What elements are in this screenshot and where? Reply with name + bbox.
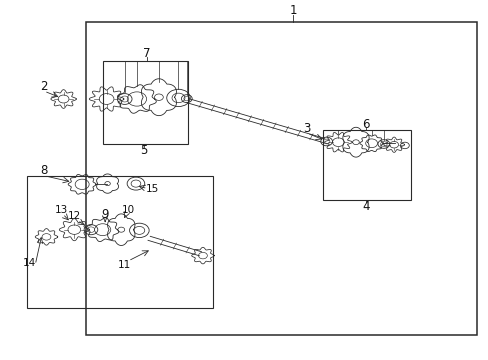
Text: 12: 12: [67, 211, 81, 221]
Bar: [85, 22, 476, 335]
Text: 8: 8: [40, 165, 48, 177]
Bar: [27, 176, 212, 308]
Text: 9: 9: [101, 208, 109, 221]
Bar: [102, 61, 188, 144]
Bar: [322, 130, 410, 200]
Text: 15: 15: [145, 184, 159, 194]
Text: 10: 10: [122, 204, 134, 215]
Text: 2: 2: [40, 80, 48, 93]
Text: 4: 4: [361, 200, 369, 213]
Text: 6: 6: [361, 118, 369, 131]
Text: 13: 13: [54, 204, 68, 215]
Text: 14: 14: [22, 258, 36, 268]
Text: 5: 5: [140, 144, 148, 157]
Text: 7: 7: [142, 47, 150, 60]
Text: 3: 3: [303, 122, 310, 135]
Text: 11: 11: [118, 260, 131, 270]
Text: 1: 1: [289, 4, 297, 17]
